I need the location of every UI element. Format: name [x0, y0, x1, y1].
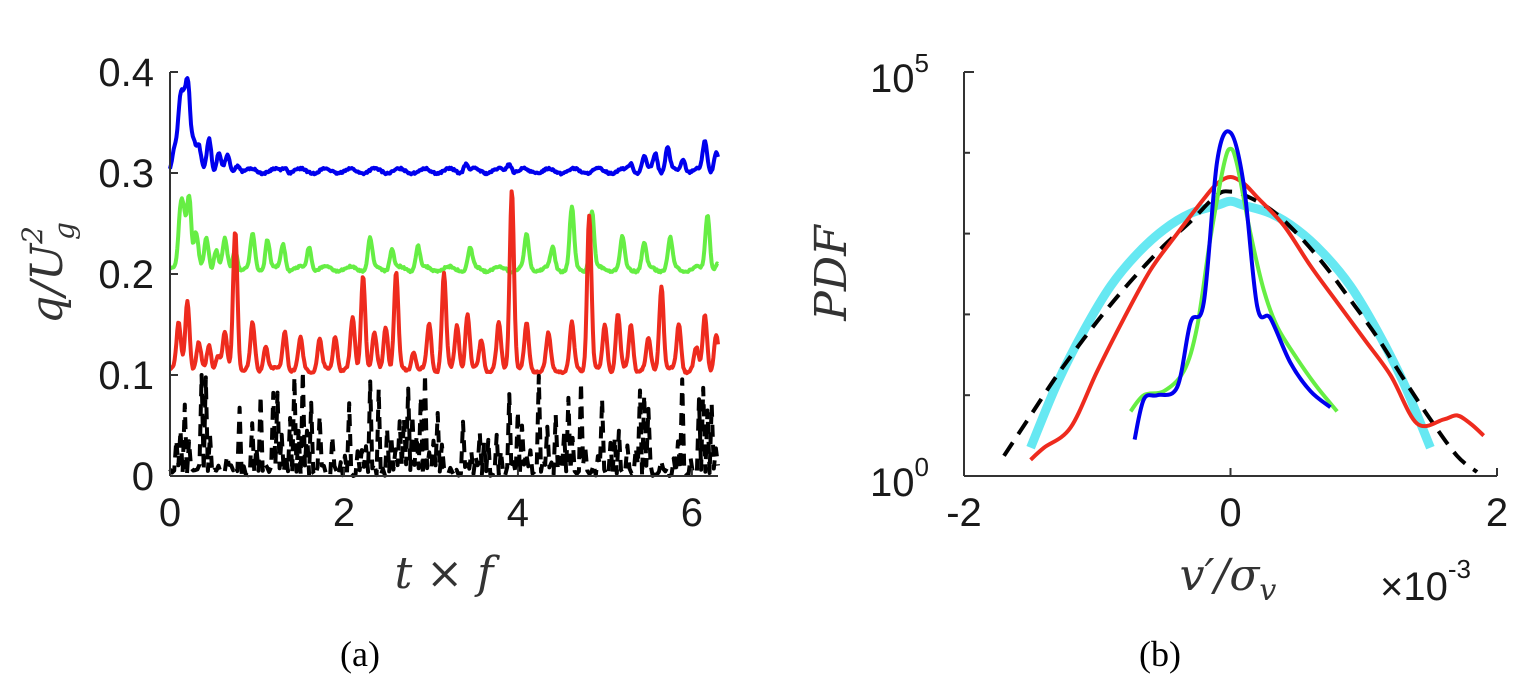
panel-b-ylabel: PDF [806, 224, 857, 322]
panel-b-ytick-top: 105 [870, 48, 929, 101]
panel-b-ylabel-group: PDF [806, 224, 857, 322]
panel-a-ytick-label: 0.4 [98, 51, 154, 95]
panel-a-series-red [168, 189, 720, 376]
panel-b-x-multiplier-base: ×10 [1380, 565, 1448, 609]
panel-b-ticks: -2 0 2 [946, 71, 1508, 535]
panel-a-ylabel-sup: 2 [16, 226, 49, 245]
panel-b-series-black-dashed [1002, 189, 1479, 474]
panel-a: 0 2 4 600.10.20.30.4 t × f q/U2g (a) [16, 51, 720, 674]
panel-b-ytick-bottom-base: 10 [870, 461, 915, 505]
panel-a-xlabel: t × f [395, 548, 501, 599]
panel-a-ytick-label: 0.3 [98, 152, 154, 196]
panel-b-xlabel-sub: v [1259, 573, 1276, 608]
panel-a-xtick-label: 2 [333, 491, 355, 535]
panel-b-x-multiplier-exp: -3 [1448, 554, 1471, 584]
panel-b-series-blue [1132, 129, 1332, 441]
panel-a-xtick-label: 4 [507, 491, 529, 535]
panel-a-xtick-label: 6 [681, 491, 703, 535]
panel-a-ticks: 0 2 4 6 0 0.1 0.2 0.3 0.4 [98, 51, 703, 535]
panel-a-series-blue [168, 76, 720, 177]
panel-b-caption: (b) [1139, 634, 1181, 674]
panel-a-ytick-label: 0.2 [98, 253, 154, 297]
panel-b-xtick-label: 0 [1219, 491, 1241, 535]
panel-a-ylabel-base: q/U [22, 242, 73, 324]
panel-b-ytick-bottom: 100 [870, 452, 929, 505]
panel-a-ylabel-group: q/U2g [16, 222, 81, 324]
panel-a-series-green [168, 193, 720, 275]
panel-a-ylabel: q/U2g [16, 222, 81, 324]
panel-b-xlabel: v′/σv [1180, 550, 1277, 608]
panel-b: -2 0 2 105 100 v′/σv PDF ×10-3 (b) [806, 48, 1508, 674]
panel-b-xtick-label: -2 [946, 491, 982, 535]
panel-a-series-black [168, 369, 720, 478]
panel-b-series-cyan [1026, 196, 1435, 450]
panel-a-xtick-label: 0 [159, 491, 181, 535]
panel-b-series-red [1029, 175, 1486, 462]
panel-a-ylabel-sub: g [48, 222, 81, 240]
panel-a-ytick-label: 0.1 [98, 354, 154, 398]
panel-b-ytick-bottom-exp: 0 [915, 452, 929, 482]
panel-b-xtick-label: 2 [1486, 491, 1508, 535]
panel-a-ytick-label: 0 [132, 455, 154, 499]
panel-b-series-green [1128, 146, 1339, 413]
panel-b-x-multiplier: ×10-3 [1380, 554, 1471, 609]
panel-b-ytick-top-base: 10 [870, 57, 915, 101]
panel-a-caption: (a) [340, 634, 380, 674]
panel-b-xlabel-base: v′/σ [1180, 550, 1262, 601]
panel-a-series [168, 76, 720, 478]
panel-b-ytick-top-exp: 5 [915, 48, 929, 78]
panel-b-series [1002, 129, 1486, 474]
